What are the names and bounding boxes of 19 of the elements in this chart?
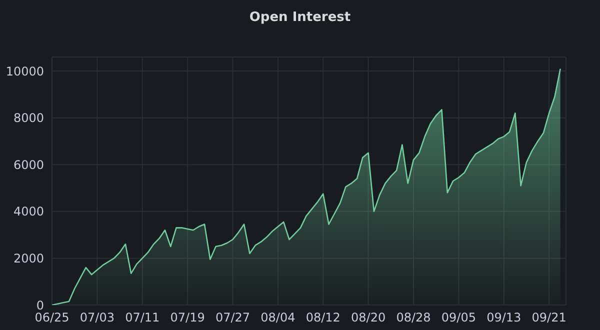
x-tick-label: 06/25: [34, 310, 70, 325]
x-tick-label: 09/21: [532, 310, 566, 325]
y-tick-label: 6000: [13, 158, 44, 172]
x-tick-label: 08/12: [306, 310, 340, 325]
x-tick-label: 09/05: [441, 310, 476, 325]
x-tick-label: 07/19: [170, 310, 205, 325]
y-tick-label: 0: [36, 298, 44, 312]
x-tick-label: 07/27: [215, 310, 250, 325]
y-tick-label: 4000: [13, 204, 44, 219]
x-tick-label: 07/11: [125, 310, 160, 325]
chart-title: Open Interest: [248, 10, 352, 25]
x-tick-label: 07/03: [80, 310, 114, 325]
x-tick-label: 09/13: [486, 310, 522, 325]
y-tick-label: 8000: [13, 111, 44, 126]
x-tick-label: 08/20: [351, 310, 386, 325]
y-tick-label: 2000: [13, 251, 44, 266]
x-tick-label: 08/04: [260, 310, 296, 325]
y-tick-label: 10000: [6, 64, 44, 78]
x-tick-label: 08/28: [396, 310, 431, 325]
